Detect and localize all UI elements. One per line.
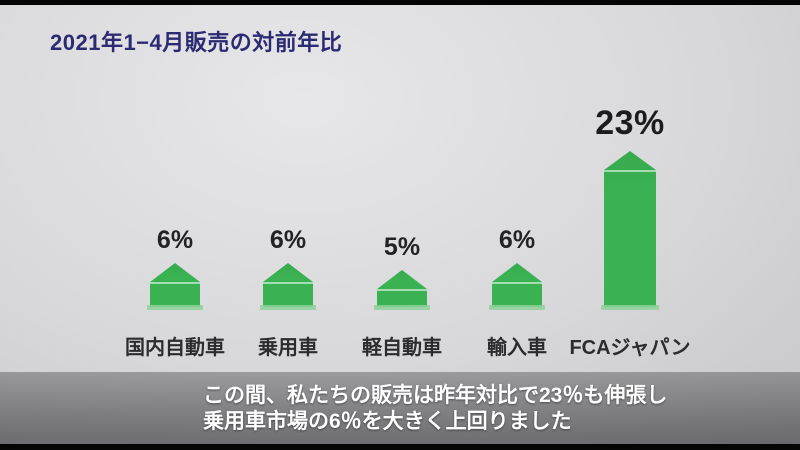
bar-base-glow — [489, 305, 545, 310]
bar-base-glow — [260, 305, 316, 310]
arrow-head-separator — [263, 282, 313, 284]
bar-category-label: 軽自動車 — [362, 337, 442, 359]
bar-base-glow — [147, 305, 203, 310]
up-arrow-bar — [263, 263, 313, 307]
bar-value-label: 6% — [498, 226, 536, 254]
letterbox-bottom — [0, 444, 800, 450]
bar-base-glow — [601, 305, 659, 310]
bar-category-label: 輸入車 — [487, 337, 547, 359]
bar-value-label: 6% — [156, 226, 194, 254]
subtitle-band: この間、私たちの販売は昨年対比で23％も伸張し 乗用車市場の6％を大きく上回りま… — [0, 372, 800, 444]
chart-title: 2021年1−4月販売の対前年比 — [50, 30, 343, 55]
bar-value-label: 5% — [383, 233, 421, 261]
bar-category-label: FCAジャパン — [569, 337, 691, 359]
up-arrow-bar — [377, 270, 427, 307]
subtitle-line-1: この間、私たちの販売は昨年対比で23％も伸張し — [203, 384, 668, 407]
up-arrow-bar — [604, 151, 656, 307]
arrow-head-separator — [492, 282, 542, 284]
arrow-head-separator — [604, 170, 656, 172]
bar-value-label: 6% — [269, 226, 307, 254]
bar-category-label: 国内自動車 — [125, 337, 225, 359]
subtitle-caption: この間、私たちの販売は昨年対比で23％も伸張し 乗用車市場の6％を大きく上回りま… — [203, 383, 667, 435]
subtitle-line-2: 乗用車市場の6％を大きく上回りました — [203, 410, 572, 433]
up-arrow-bar — [150, 263, 200, 307]
bar-base-glow — [374, 305, 430, 310]
arrow-head-separator — [150, 282, 200, 284]
up-arrow-bar — [492, 263, 542, 307]
bar-category-label: 乗用車 — [258, 337, 318, 359]
letterbox-top — [0, 0, 800, 5]
bar-value-label: 23% — [595, 104, 665, 142]
arrow-head-separator — [377, 289, 427, 291]
